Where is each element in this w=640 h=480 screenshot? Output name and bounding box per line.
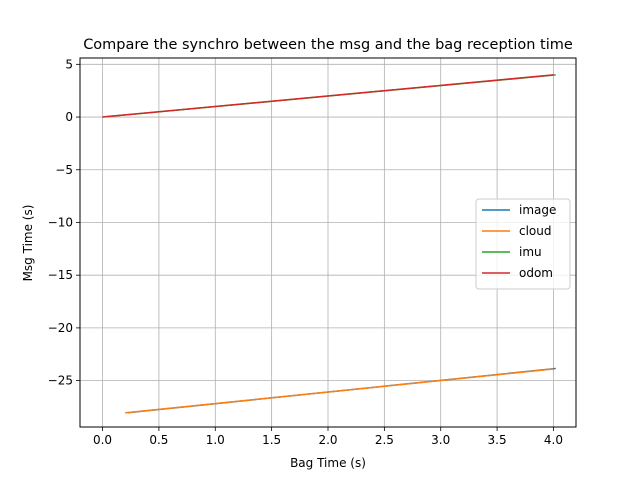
y-axis-ticks: 5 0 −5 −10 −15 −20 −25 <box>48 57 80 388</box>
x-axis-label: Bag Time (s) <box>290 456 366 470</box>
x-tick-label: 1.0 <box>206 433 225 447</box>
y-tick-label: −25 <box>48 374 73 388</box>
y-tick-label: 0 <box>65 110 73 124</box>
legend: image cloud imu odom <box>475 198 571 290</box>
y-axis-label: Msg Time (s) <box>21 205 35 282</box>
y-tick-label: 5 <box>65 57 73 71</box>
legend-label-image: image <box>519 203 556 217</box>
y-tick-label: −10 <box>48 215 73 229</box>
legend-label-odom: odom <box>519 266 553 280</box>
x-tick-label: 3.0 <box>431 433 450 447</box>
series-line-odom <box>102 74 554 118</box>
series-lines <box>102 74 556 414</box>
y-tick-label: −20 <box>48 321 73 335</box>
x-axis-ticks: 0.0 0.5 1.0 1.5 2.0 2.5 3.0 3.5 4.0 <box>93 427 563 447</box>
y-tick-label: −15 <box>48 268 73 282</box>
chart-title: Compare the synchro between the msg and … <box>83 37 573 53</box>
x-tick-label: 0.0 <box>93 433 112 447</box>
x-tick-label: 4.0 <box>544 433 563 447</box>
x-tick-label: 2.5 <box>375 433 394 447</box>
legend-label-imu: imu <box>519 245 542 259</box>
y-tick-label: −5 <box>55 163 73 177</box>
x-tick-label: 2.0 <box>318 433 337 447</box>
legend-box <box>475 198 571 290</box>
x-tick-label: 1.5 <box>262 433 281 447</box>
x-tick-label: 3.5 <box>488 433 507 447</box>
legend-label-cloud: cloud <box>519 224 552 238</box>
x-tick-label: 0.5 <box>149 433 168 447</box>
series-line-cloud <box>125 368 554 414</box>
